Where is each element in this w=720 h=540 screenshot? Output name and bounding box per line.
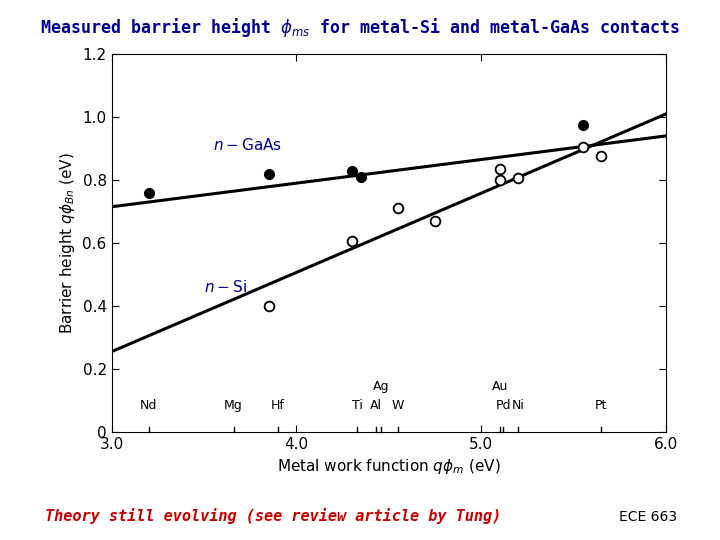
Text: W: W (392, 399, 404, 411)
Text: Ag: Ag (373, 380, 390, 393)
Text: Ni: Ni (512, 399, 525, 411)
Text: Pt: Pt (595, 399, 608, 411)
Text: $n-\mathrm{Si}$: $n-\mathrm{Si}$ (204, 279, 247, 295)
Text: ECE 663: ECE 663 (619, 510, 677, 524)
Text: Theory still evolving (see review article by Tung): Theory still evolving (see review articl… (45, 508, 502, 524)
Text: Nd: Nd (140, 399, 157, 411)
Text: Hf: Hf (271, 399, 285, 411)
Text: Au: Au (492, 380, 508, 393)
Y-axis label: Barrier height $q\phi_{Bn}$ (eV): Barrier height $q\phi_{Bn}$ (eV) (58, 152, 77, 334)
Text: $n-\mathrm{GaAs}$: $n-\mathrm{GaAs}$ (213, 137, 282, 153)
Text: Mg: Mg (224, 399, 243, 411)
Text: Pd: Pd (495, 399, 511, 411)
X-axis label: Metal work function $q\phi_m$ (eV): Metal work function $q\phi_m$ (eV) (277, 457, 500, 476)
Text: Measured barrier height $\phi_{ms}$ for metal-Si and metal-GaAs contacts: Measured barrier height $\phi_{ms}$ for … (40, 16, 680, 39)
Text: Ti: Ti (352, 399, 363, 411)
Text: Al: Al (370, 399, 382, 411)
